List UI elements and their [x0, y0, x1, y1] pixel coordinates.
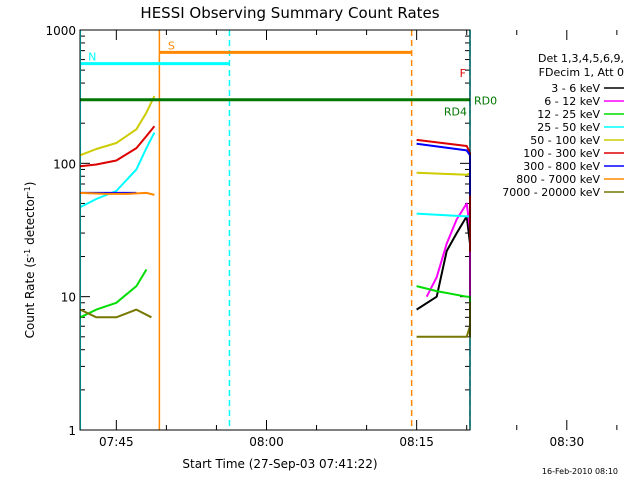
x-tick-label: 08:15 [399, 435, 434, 449]
series-line [80, 125, 156, 168]
y-axis-label: Count Rate (s-1 detector-1) [23, 182, 38, 339]
series-line [80, 191, 155, 196]
y-label-part: ) [23, 182, 37, 187]
legend-entry-label: 25 - 50 keV [537, 121, 600, 134]
legend-entry-label: 50 - 100 keV [530, 134, 600, 147]
y-label-part: detector [23, 194, 37, 249]
x-tick-label: 07:45 [99, 435, 134, 449]
x-tick-label: 08:00 [249, 435, 284, 449]
series-line [79, 308, 152, 319]
x-axis-label: Start Time (27-Sep-03 07:41:22) [182, 457, 377, 471]
y-tick-label: 10 [61, 291, 76, 305]
flag-label: N [88, 51, 96, 64]
series-line [79, 132, 156, 208]
legend-entry-label: 800 - 7000 keV [516, 173, 600, 186]
timestamp: 16-Feb-2010 08:10 [542, 467, 618, 476]
plot-frame [79, 29, 471, 431]
series-line [79, 95, 156, 157]
flag-label: F [460, 67, 466, 80]
y-label-superscript: -1 [23, 186, 32, 194]
legend-entry-label: 6 - 12 keV [544, 95, 600, 108]
legend-header: FDecim 1, Att 0 [539, 66, 624, 79]
flag-label: RD4 [444, 105, 467, 118]
legend-entry-label: 3 - 6 keV [551, 82, 600, 95]
legend-entry-label: 7000 - 20000 keV [502, 186, 600, 199]
legend-header: Det 1,3,4,5,6,9, [538, 52, 624, 65]
chart-title: HESSI Observing Summary Count Rates [140, 4, 439, 22]
legend-entry-label: 300 - 800 keV [523, 160, 600, 173]
y-tick-label: 100 [53, 157, 76, 171]
flag-label: S [168, 39, 175, 52]
legend-entry-label: 12 - 25 keV [537, 108, 600, 121]
y-tick-label: 1000 [45, 24, 76, 38]
y-axis-label-text: Count Rate (s-1 detector-1) [23, 182, 38, 339]
legend-entry-label: 100 - 300 keV [523, 147, 600, 160]
x-tick-label: 08:30 [550, 435, 585, 449]
flag-label: RD0 [474, 95, 497, 108]
plot-area: 110100100007:4508:0008:1508:3008:4509:00… [45, 24, 618, 449]
y-label-superscript: -1 [23, 249, 32, 257]
legend: Det 1,3,4,5,6,9,FDecim 1, Att 0 3 - 6 keV… [502, 52, 624, 199]
series-line [79, 268, 148, 319]
y-tick-label: 1 [68, 424, 76, 438]
y-label-part: Count Rate (s [23, 257, 37, 339]
